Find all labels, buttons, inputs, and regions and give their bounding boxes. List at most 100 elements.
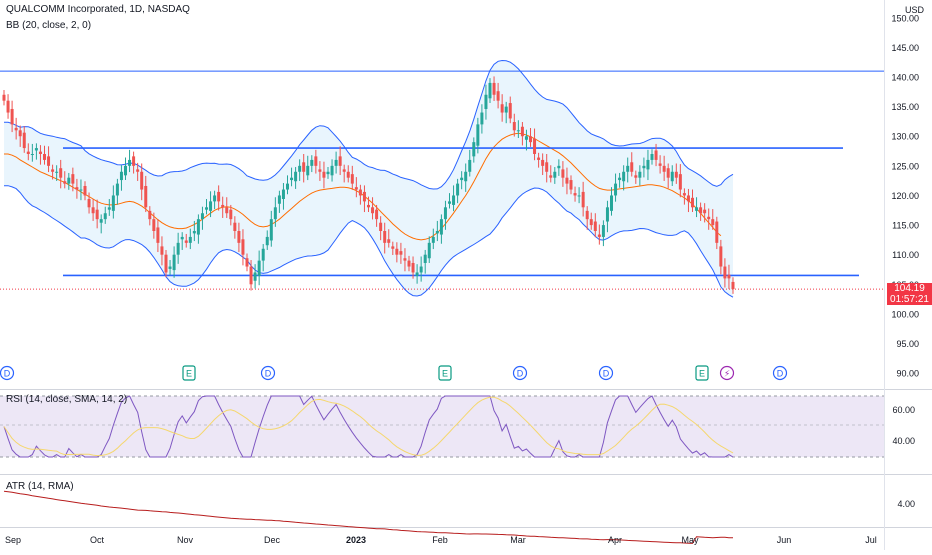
candle-body <box>217 191 221 202</box>
candle-body <box>128 159 132 166</box>
candle-body <box>241 239 245 255</box>
candle-body <box>492 82 496 95</box>
candle-body <box>557 165 561 169</box>
candle-body <box>294 171 298 182</box>
candle-body <box>136 169 140 172</box>
candle-body <box>249 266 253 285</box>
candle-body <box>273 207 277 220</box>
candle-body <box>524 136 528 140</box>
candle-body <box>119 171 123 181</box>
countdown-label: 01:57:21 <box>887 294 932 305</box>
candle-body <box>103 213 107 220</box>
candle-body <box>379 222 383 231</box>
candle-body <box>711 219 715 226</box>
candle-body <box>638 171 642 178</box>
earnings-event-marker <box>438 365 452 381</box>
candle-body <box>601 225 605 237</box>
candle-body <box>622 171 626 182</box>
candle-body <box>585 210 589 220</box>
bb-lower-band <box>4 185 734 298</box>
candle-body <box>83 185 87 196</box>
candle-body <box>144 185 148 208</box>
candle-body <box>95 209 99 220</box>
candle-body <box>407 260 411 267</box>
candle-body <box>472 142 476 157</box>
candle-body <box>172 254 176 271</box>
candle-body <box>156 227 160 243</box>
candle-body <box>731 281 735 290</box>
candle-body <box>695 207 699 211</box>
candle-body <box>180 236 184 240</box>
candle-body <box>423 254 427 263</box>
price-tick-label: 90.00 <box>896 369 919 379</box>
candle-body <box>2 94 6 101</box>
candle-body <box>213 195 217 202</box>
dividend-event-marker <box>598 365 614 381</box>
price-tick-label: 100.00 <box>891 309 919 319</box>
candle-body <box>686 195 690 202</box>
candle-body <box>205 207 208 210</box>
candle-body <box>229 209 233 220</box>
candle-body <box>537 157 541 160</box>
candle-body <box>512 122 516 131</box>
candle-body <box>367 204 370 208</box>
rsi-ma-line <box>3 396 734 457</box>
candle-body <box>318 169 322 172</box>
candle-body <box>614 183 618 196</box>
candle-body <box>456 183 460 196</box>
candle-body <box>38 151 42 154</box>
candle-body <box>435 231 439 234</box>
candle-body <box>610 195 613 211</box>
candle-body <box>362 191 366 202</box>
candle-body <box>727 274 731 279</box>
candle-body <box>642 165 646 169</box>
candle-body <box>516 130 520 132</box>
candle-body <box>504 106 508 113</box>
candle-body <box>346 171 350 178</box>
candle-body <box>26 151 30 154</box>
candle-body <box>148 210 152 220</box>
candle-body <box>184 240 188 243</box>
candle-body <box>427 242 431 259</box>
candle-body <box>500 104 504 113</box>
candle-body <box>281 189 285 200</box>
candle-body <box>448 201 451 204</box>
atr-tick-label: 4.00 <box>897 499 915 509</box>
bb-legend[interactable]: BB (20, close, 2, 0) <box>6 20 92 31</box>
candle-body <box>67 177 71 184</box>
candle-body <box>286 183 289 190</box>
time-axis-label: Mar <box>510 535 526 545</box>
candle-body <box>581 191 585 208</box>
atr-legend[interactable]: ATR (14, RMA) <box>6 481 74 492</box>
current-price-label: 104.19 <box>887 283 932 294</box>
candle-body <box>257 260 261 277</box>
candle-body <box>334 159 338 166</box>
candle-body <box>59 168 63 178</box>
candle-body <box>79 189 83 191</box>
candle-body <box>549 175 553 178</box>
candle-body <box>715 221 719 243</box>
candle-body <box>338 156 342 166</box>
candle-body <box>200 213 204 220</box>
candle-body <box>520 126 524 137</box>
candle-body <box>395 248 399 255</box>
candle-body <box>605 207 609 222</box>
candle-body <box>71 174 75 184</box>
candle-body <box>678 174 682 190</box>
candle-body <box>399 251 403 255</box>
rsi-line <box>3 395 734 458</box>
price-tick-label: 115.00 <box>892 221 919 231</box>
symbol-legend[interactable]: QUALCOMM Incorporated, 1D, NASDAQ <box>6 4 190 15</box>
candle-body <box>650 154 654 160</box>
candle-body <box>691 197 694 208</box>
event-marker-label: E <box>186 369 192 379</box>
candle-body <box>342 169 346 172</box>
rsi-legend[interactable]: RSI (14, close, SMA, 14, 2) <box>6 394 128 405</box>
candle-body <box>597 234 601 237</box>
candle-body <box>6 100 10 113</box>
candle-body <box>666 168 670 178</box>
candle-body <box>626 165 630 172</box>
candle-body <box>476 124 480 146</box>
